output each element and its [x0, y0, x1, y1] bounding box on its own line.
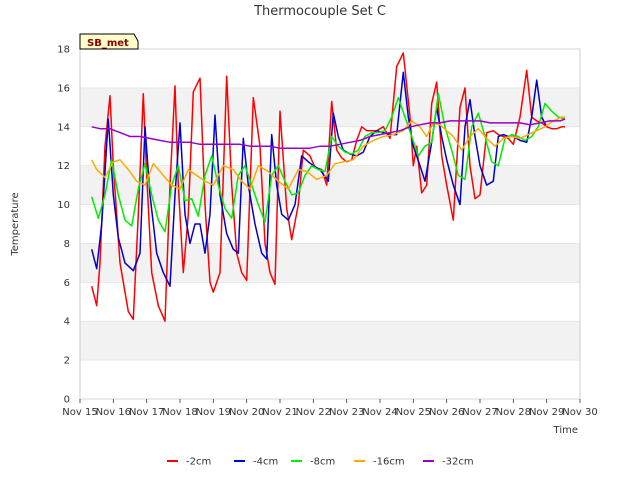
- x-tick-label: Nov 24: [362, 407, 397, 418]
- grid-band: [80, 360, 580, 399]
- y-tick-label: 18: [57, 45, 70, 56]
- x-tick-label: Nov 25: [396, 407, 431, 418]
- x-tick-label: Nov 29: [529, 407, 564, 418]
- chart-title: Thermocouple Set C: [253, 4, 386, 19]
- x-tick-label: Nov 17: [129, 407, 164, 418]
- series-line-4cm: [90, 71, 548, 287]
- y-tick-label: 0: [64, 395, 70, 406]
- x-tick-label: Nov 26: [429, 407, 464, 418]
- grid-band: [80, 321, 580, 361]
- y-tick-label: 14: [57, 122, 70, 133]
- y-tick-label: 4: [64, 317, 70, 328]
- grid-band: [80, 282, 580, 322]
- x-axis-label: Time: [553, 425, 578, 436]
- legend-label: -32cm: [442, 457, 474, 468]
- series-line-32cm: [91, 118, 566, 149]
- x-tick-label: Nov 15: [62, 407, 97, 418]
- y-tick-label: 16: [57, 83, 70, 94]
- legend-label: -8cm: [310, 457, 335, 468]
- grid-band: [80, 204, 580, 244]
- x-tick-label: Nov 20: [229, 407, 264, 418]
- grid-band: [80, 165, 580, 205]
- series-line-16cm: [91, 116, 565, 190]
- x-tick-label: Nov 19: [196, 407, 231, 418]
- x-tick-label: Nov 18: [162, 407, 197, 418]
- legend-label: -4cm: [253, 457, 278, 468]
- grid-band: [80, 49, 580, 88]
- y-tick-label: 12: [57, 161, 70, 172]
- y-tick-label: 10: [57, 200, 70, 211]
- series-lines: [90, 52, 566, 322]
- x-tick-label: Nov 21: [262, 407, 297, 418]
- y-tick-label: 8: [64, 239, 70, 250]
- series-line-8cm: [90, 92, 566, 233]
- y-tick-label: 6: [64, 278, 70, 289]
- legend: -2cm -4cm -8cm -16cm -32cm: [167, 457, 474, 468]
- station-label: SB_met: [79, 33, 139, 50]
- x-tick-label: Nov 28: [496, 407, 531, 418]
- x-tick-label: Nov 30: [562, 407, 597, 418]
- y-tick-label: 2: [64, 356, 70, 367]
- x-tick-label: Nov 23: [329, 407, 364, 418]
- y-axis-label: Temperature: [10, 192, 21, 256]
- x-tick-label: Nov 16: [96, 407, 131, 418]
- station-label-text: SB_met: [87, 38, 129, 49]
- x-tick-label: Nov 22: [296, 407, 331, 418]
- x-tick-label: Nov 27: [462, 407, 497, 418]
- legend-label: -16cm: [373, 457, 405, 468]
- legend-label: -2cm: [186, 457, 211, 468]
- grid-band: [80, 243, 580, 283]
- background-bands: [80, 49, 580, 399]
